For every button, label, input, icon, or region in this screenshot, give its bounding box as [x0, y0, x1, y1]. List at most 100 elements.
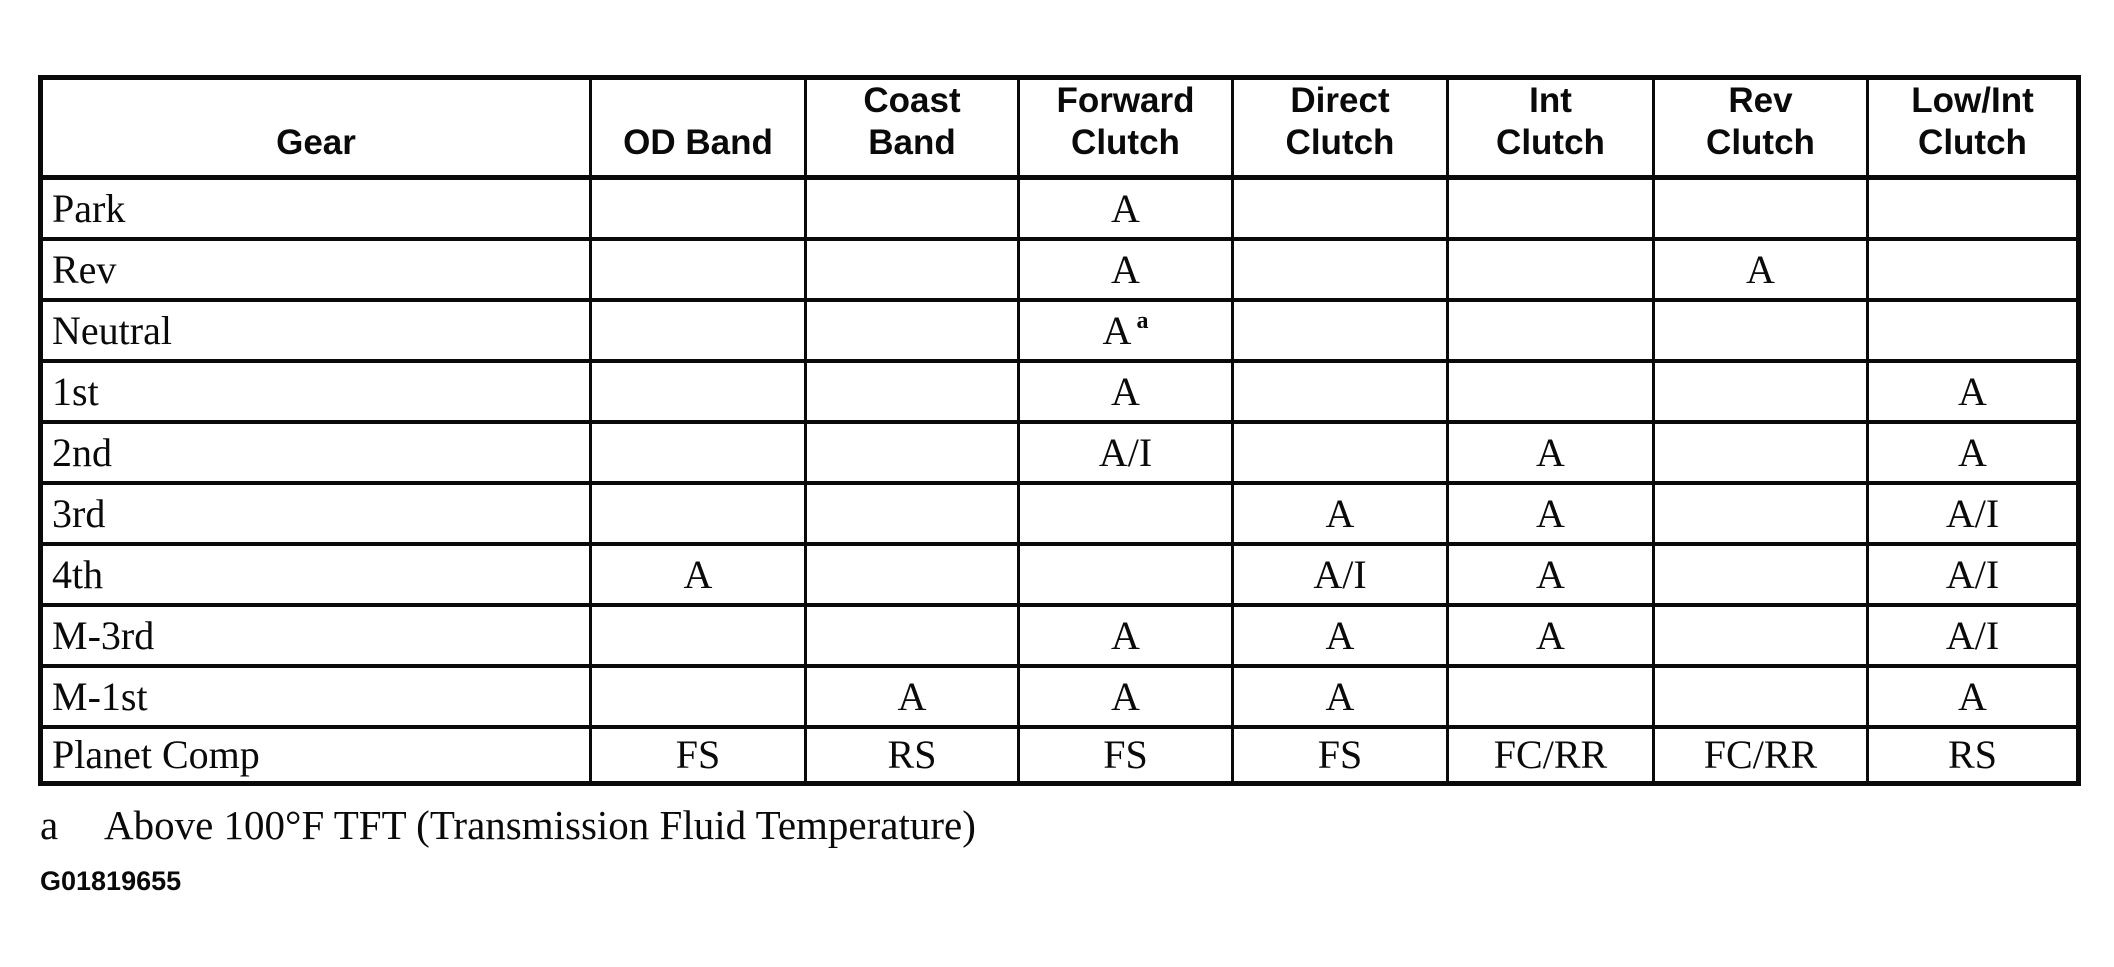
value-cell: FC/RR — [1446, 724, 1655, 786]
value-cell — [589, 419, 807, 485]
footnote-marker: a — [40, 802, 59, 848]
col-header-int-clutch: Int Clutch — [1446, 75, 1655, 180]
value-cell — [1652, 663, 1869, 729]
value-cell — [1866, 236, 2080, 302]
footnote: a Above 100°F TFT (Transmission Fluid Tem… — [40, 801, 976, 849]
col-header-rev-clutch: Rev Clutch — [1652, 75, 1869, 180]
value-cell — [1231, 419, 1449, 485]
value-cell — [804, 541, 1020, 607]
value-cell: A — [1446, 480, 1655, 546]
value-cell — [1652, 541, 1869, 607]
value-cell — [1446, 297, 1655, 363]
value-cell: A/I — [1866, 541, 2080, 607]
value-cell: A — [1231, 602, 1449, 668]
gear-label-cell: 2nd — [39, 419, 592, 485]
col-header-od-band: OD Band — [589, 75, 807, 180]
footnote-text: Above 100°F TFT (Transmission Fluid Temp… — [104, 802, 976, 848]
gear-label-cell: Rev — [39, 236, 592, 302]
gear-label-cell: M-1st — [39, 663, 592, 729]
header-label: Coast Band — [863, 81, 961, 162]
table-row-3rd: 3rd A A A/I — [39, 480, 2080, 546]
gear-label-cell: Neutral — [39, 297, 592, 363]
value-cell — [589, 480, 807, 546]
value-cell: A/I — [1017, 419, 1234, 485]
value-cell — [1446, 358, 1655, 424]
value-cell — [589, 602, 807, 668]
value-cell: A — [1446, 541, 1655, 607]
footnote-ref: a — [1136, 307, 1149, 334]
value-cell: A — [1017, 602, 1234, 668]
gear-label-cell: M-3rd — [39, 602, 592, 668]
value-cell: A — [1017, 663, 1234, 729]
value-cell: A — [1017, 175, 1234, 241]
gear-label-cell: 4th — [39, 541, 592, 607]
table-row-rev: Rev A A — [39, 236, 2080, 302]
value-cell: A — [1231, 663, 1449, 729]
table-row-2nd: 2nd A/I A A — [39, 419, 2080, 485]
value-cell — [589, 663, 807, 729]
value-cell: FC/RR — [1652, 724, 1869, 786]
value-cell — [804, 480, 1020, 546]
header-label: Forward Clutch — [1056, 81, 1195, 162]
value-cell — [1866, 297, 2080, 363]
value-cell: A — [1231, 480, 1449, 546]
value-cell — [804, 358, 1020, 424]
value-cell — [1446, 663, 1655, 729]
value-cell — [589, 358, 807, 424]
gear-label-cell: Park — [39, 175, 592, 241]
value-cell — [1866, 175, 2080, 241]
value-cell — [1652, 297, 1869, 363]
table-row-planet-comp: Planet Comp FS RS FS FS FC/RR FC/RR RS — [39, 724, 2080, 786]
header-label: Int Clutch — [1496, 81, 1605, 162]
value-cell — [1231, 297, 1449, 363]
value-cell — [1017, 541, 1234, 607]
value-cell: A/I — [1866, 602, 2080, 668]
value-cell — [1652, 419, 1869, 485]
col-header-direct-clutch: Direct Clutch — [1231, 75, 1449, 180]
value-cell — [1446, 236, 1655, 302]
value-cell — [1231, 358, 1449, 424]
value-cell — [1652, 175, 1869, 241]
value-cell: A — [1017, 358, 1234, 424]
value-cell: A — [589, 541, 807, 607]
col-header-low-int-clutch: Low/Int Clutch — [1866, 75, 2080, 180]
value-cell — [589, 236, 807, 302]
header-label: Low/Int Clutch — [1911, 81, 2034, 162]
gear-label-cell: 1st — [39, 358, 592, 424]
col-header-gear: Gear — [39, 75, 592, 180]
cell-value: A — [1102, 307, 1132, 353]
header-row: Gear OD Band Coast Band Forward Clutch D… — [39, 75, 2080, 180]
value-cell — [1652, 358, 1869, 424]
figure-code: G01819655 — [40, 866, 182, 896]
value-cell: A/I — [1866, 480, 2080, 546]
value-cell: A — [1866, 358, 2080, 424]
table-row-4th: 4th A A/I A A/I — [39, 541, 2080, 607]
gear-label-cell: 3rd — [39, 480, 592, 546]
value-cell: A — [1446, 419, 1655, 485]
value-cell — [589, 297, 807, 363]
table-row-1st: 1st A A — [39, 358, 2080, 424]
value-cell: A — [1866, 419, 2080, 485]
value-cell — [1231, 175, 1449, 241]
value-cell — [1652, 480, 1869, 546]
value-cell: A — [1446, 602, 1655, 668]
value-cell: A — [1652, 236, 1869, 302]
value-cell: FS — [1231, 724, 1449, 786]
value-cell: RS — [804, 724, 1020, 786]
col-header-coast-band: Coast Band — [804, 75, 1020, 180]
value-cell — [804, 602, 1020, 668]
value-cell — [804, 419, 1020, 485]
header-label: Rev Clutch — [1706, 81, 1815, 162]
table-row-m3rd: M-3rd A A A A/I — [39, 602, 2080, 668]
value-cell: RS — [1866, 724, 2080, 786]
value-cell — [1446, 175, 1655, 241]
col-header-forward-clutch: Forward Clutch — [1017, 75, 1234, 180]
table-row-m1st: M-1st A A A A — [39, 663, 2080, 729]
value-cell — [589, 175, 807, 241]
value-cell: A/I — [1231, 541, 1449, 607]
value-cell — [804, 297, 1020, 363]
gear-label-cell: Planet Comp — [39, 724, 592, 786]
